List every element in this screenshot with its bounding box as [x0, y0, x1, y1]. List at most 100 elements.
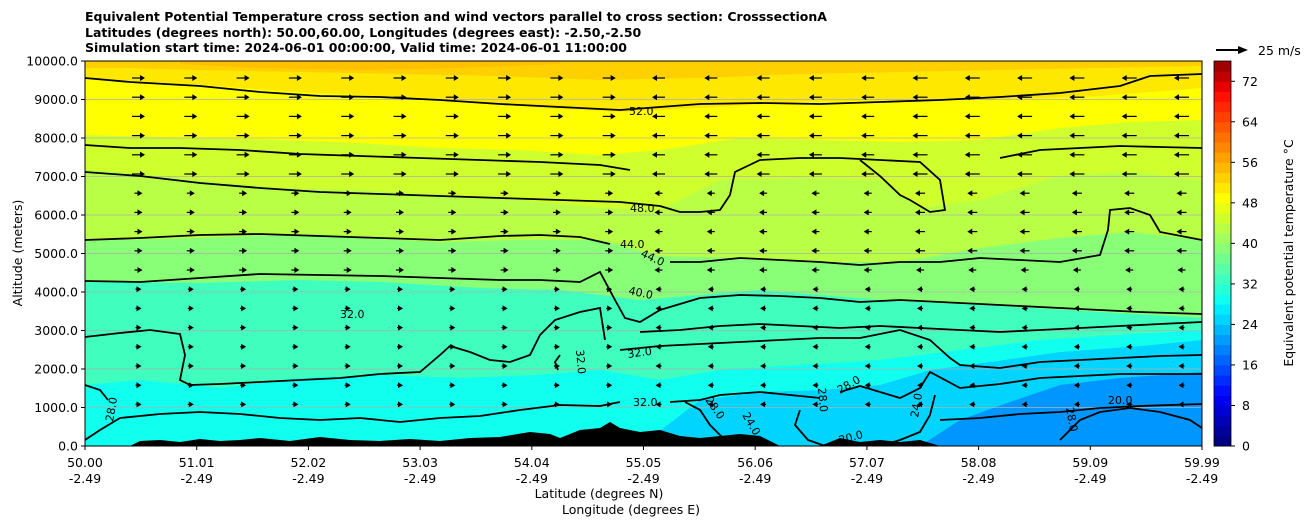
wind-vector-152 — [552, 228, 561, 235]
wind-vector-62 — [291, 228, 300, 235]
colorbar-tick-label-5: 40 — [1242, 236, 1258, 251]
wind-vector-252 — [861, 75, 875, 81]
wind-vector-276 — [915, 190, 925, 197]
x-tick-lon-2: -2.49 — [292, 471, 324, 486]
colorbar-band-12 — [1214, 314, 1231, 325]
contour-line-24 — [879, 394, 936, 446]
wind-vector-240 — [811, 190, 820, 197]
colorbar-band-23 — [1214, 202, 1231, 214]
wind-vector-135 — [500, 247, 509, 254]
wind-vector-130 — [498, 151, 512, 158]
y-tick-label-7: 7000.0 — [34, 169, 78, 184]
wind-vector-367 — [1176, 209, 1187, 216]
y-axis: 0.0 1000.0 2000.0 3000.0 4000.0 5000.0 6000.0 7… — [26, 54, 85, 454]
wind-vector-163 — [602, 94, 616, 101]
wind-vector-158 — [553, 343, 560, 350]
y-tick-label-9: 9000.0 — [34, 92, 78, 107]
wind-vector-28 — [186, 267, 195, 273]
wind-vector-375 — [1178, 363, 1185, 369]
wind-vector-31 — [187, 324, 194, 331]
x-tick-lon-5: -2.49 — [627, 471, 659, 486]
wind-vector-266 — [864, 343, 871, 350]
wind-vector-9 — [134, 247, 143, 254]
wind-vector-59 — [288, 171, 302, 177]
wind-vector-106 — [397, 382, 403, 389]
wind-vector-292 — [964, 151, 980, 158]
wind-vector-36 — [236, 75, 250, 81]
wind-vector-346 — [1121, 151, 1137, 158]
wind-vector-257 — [861, 171, 875, 177]
wind-vector-206 — [706, 228, 715, 235]
gridlines — [85, 61, 1202, 446]
wind-vector-215 — [707, 401, 714, 408]
contour-line-28-east — [793, 403, 1202, 446]
wind-vector-191 — [655, 286, 662, 293]
wind-vector-125 — [449, 401, 456, 408]
colorbar-tick-label-0: 0 — [1242, 439, 1250, 454]
wind-vector-141 — [501, 363, 508, 369]
colorbar-band-25 — [1214, 182, 1231, 194]
wind-vector-10 — [134, 267, 143, 273]
wind-vector-260 — [863, 228, 872, 235]
wind-vector-99 — [396, 247, 404, 254]
wind-vector-72 — [341, 75, 355, 81]
wind-vector-223 — [759, 209, 768, 216]
wind-vector-43 — [239, 209, 248, 216]
wind-vector-295 — [967, 209, 978, 216]
wind-vector-23 — [184, 171, 198, 177]
colorbar-band-24 — [1214, 192, 1231, 204]
wind-vector-93 — [393, 132, 407, 139]
wind-vector-239 — [808, 171, 822, 177]
wind-vector-95 — [393, 171, 407, 177]
wind-vector-227 — [760, 286, 767, 293]
wind-vector-11 — [135, 286, 142, 293]
wind-vector-136 — [500, 267, 509, 273]
wind-vector-75 — [341, 132, 355, 139]
wind-vector-108 — [445, 75, 459, 81]
contour-line-44-east — [670, 207, 1202, 266]
wind-vector-300 — [969, 305, 976, 312]
wind-vector-15 — [135, 363, 142, 369]
contour-line-36 — [639, 321, 1202, 333]
wind-vector-315 — [1019, 247, 1030, 254]
x-tick-lon-6: -2.49 — [739, 471, 771, 486]
wind-vector-89 — [344, 401, 351, 408]
wind-vector-134 — [500, 228, 509, 235]
wind-vector-114 — [448, 190, 457, 197]
wind-vector-137 — [501, 286, 508, 293]
x-tick-lat-4: 54.04 — [514, 455, 550, 470]
band-layer-amber-top — [180, 61, 560, 70]
wind-vector-327 — [1069, 132, 1085, 139]
wind-vector-35 — [187, 401, 194, 408]
wind-vector-174 — [606, 305, 613, 312]
colorbar-band-7 — [1214, 364, 1231, 376]
wind-vector-143 — [501, 401, 508, 408]
wind-vector-68 — [292, 343, 299, 350]
wind-vector-147 — [550, 132, 564, 139]
wind-vector-231 — [760, 363, 767, 369]
wind-vector-275 — [912, 171, 928, 177]
wind-vector-345 — [1121, 132, 1137, 139]
wind-vector-195 — [655, 363, 662, 369]
wind-vector-325 — [1069, 94, 1085, 101]
wind-vector-27 — [186, 247, 195, 254]
x-tick-lat-6: 56.06 — [737, 455, 773, 470]
wind-vector-105 — [397, 363, 403, 369]
wind-vector-49 — [240, 324, 247, 331]
colorbar-tick-label-3: 24 — [1242, 317, 1258, 332]
wind-vector-167 — [602, 171, 616, 177]
wind-vector-350 — [1124, 228, 1135, 235]
wind-vector-309 — [1017, 132, 1033, 139]
colorbar-band-34 — [1214, 91, 1231, 103]
wind-vector-18 — [184, 75, 198, 81]
wind-vector-311 — [1017, 171, 1033, 177]
wind-vector-120 — [449, 305, 456, 312]
wind-vector-170 — [605, 228, 614, 235]
wind-vector-97 — [396, 209, 404, 216]
wind-vector-351 — [1124, 247, 1135, 254]
wind-vector-48 — [240, 305, 247, 312]
wind-vector-42 — [239, 190, 248, 197]
wind-vector-255 — [861, 132, 875, 139]
wind-vector-220 — [756, 151, 770, 158]
wind-vector-154 — [552, 267, 561, 273]
